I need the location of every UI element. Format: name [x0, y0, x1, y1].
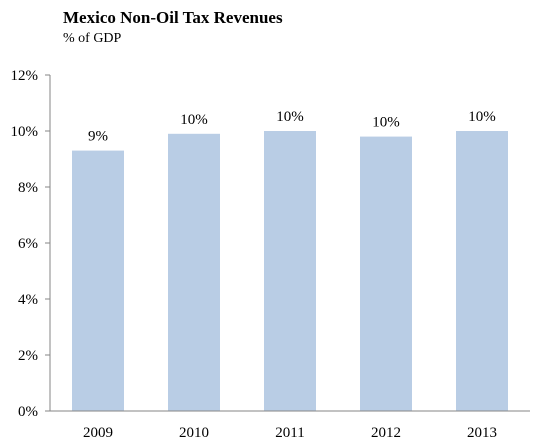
data-label-2013: 10%: [468, 109, 496, 125]
bar-2013: [456, 131, 508, 411]
data-label-2012: 10%: [372, 115, 400, 131]
y-tick-label: 6%: [18, 236, 38, 252]
x-axis-ticks-group: 2009 2010 2011 2012 2013: [83, 425, 497, 441]
y-axis-ticks-group: 0% 2% 4% 6% 8% 10% 12%: [11, 68, 50, 420]
y-tick-label: 12%: [11, 68, 39, 84]
bar-2011: [264, 131, 316, 411]
data-labels-group: 9% 10% 10% 10% 10%: [88, 109, 496, 145]
y-tick-label: 8%: [18, 180, 38, 196]
data-label-2010: 10%: [180, 112, 208, 128]
bars-group: [72, 131, 508, 412]
bar-2012: [360, 136, 412, 411]
x-tick-label-2011: 2011: [275, 425, 304, 441]
x-tick-label-2013: 2013: [467, 425, 497, 441]
data-label-2011: 10%: [276, 109, 304, 125]
y-tick-label: 2%: [18, 348, 38, 364]
x-tick-label-2012: 2012: [371, 425, 401, 441]
y-tick-label: 4%: [18, 292, 38, 308]
chart-subtitle: % of GDP: [63, 31, 122, 46]
bar-2010: [168, 133, 220, 412]
y-tick-label: 0%: [18, 404, 38, 420]
x-tick-label-2010: 2010: [179, 425, 209, 441]
x-tick-label-2009: 2009: [83, 425, 113, 441]
chart-title: Mexico Non-Oil Tax Revenues: [63, 8, 283, 27]
bar-2009: [72, 150, 124, 411]
y-tick-label: 10%: [11, 124, 39, 140]
data-label-2009: 9%: [88, 129, 108, 145]
